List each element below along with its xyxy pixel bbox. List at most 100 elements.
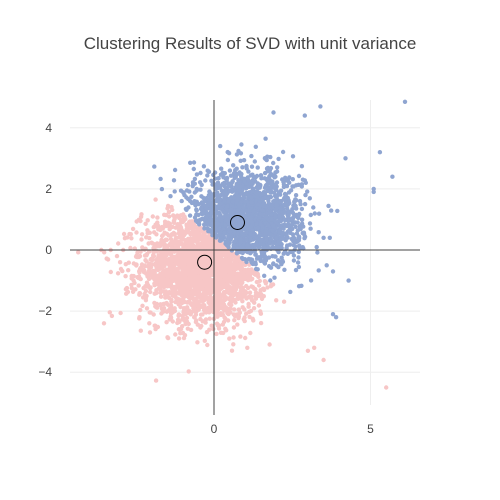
point-cluster_1: [260, 208, 265, 213]
point-cluster_2: [178, 213, 184, 218]
point-cluster_2: [126, 268, 131, 273]
point-cluster_1: [223, 239, 228, 244]
point-cluster_1: [255, 225, 261, 231]
point-cluster_2: [232, 297, 237, 303]
point-cluster_2: [165, 258, 170, 264]
point-cluster_2: [76, 250, 81, 255]
point-cluster_2: [151, 249, 156, 254]
point-cluster_2: [147, 330, 153, 335]
point-cluster_2: [138, 214, 144, 219]
point-cluster_2: [237, 310, 242, 315]
point-cluster_2: [227, 251, 232, 257]
point-cluster_2: [163, 251, 169, 257]
point-cluster_1: [292, 236, 297, 241]
point-cluster_1: [244, 163, 249, 169]
point-cluster_2: [235, 322, 240, 327]
point-cluster_1: [194, 186, 199, 192]
point-cluster_1: [241, 158, 247, 163]
point-cluster_1: [217, 232, 222, 238]
point-cluster_1: [301, 231, 307, 237]
point-cluster_2: [138, 307, 143, 313]
point-cluster_1: [276, 249, 281, 255]
point-cluster_2: [135, 275, 140, 280]
point-cluster_2: [252, 300, 257, 305]
point-cluster_1: [158, 176, 163, 182]
point-cluster_1: [295, 260, 301, 265]
point-cluster_2: [166, 209, 172, 215]
point-cluster_1: [263, 257, 269, 262]
point-cluster_1: [152, 164, 157, 169]
point-cluster_2: [105, 257, 111, 262]
point-cluster_2: [146, 276, 152, 282]
point-cluster_1: [268, 278, 273, 283]
point-cluster_2: [175, 222, 180, 227]
point-cluster_2: [137, 291, 142, 296]
point-cluster_2: [197, 269, 202, 274]
point-cluster_1: [280, 230, 286, 236]
point-cluster_2: [253, 296, 259, 301]
point-cluster_1: [202, 226, 207, 231]
point-cluster_2: [183, 238, 188, 243]
point-cluster_2: [180, 313, 185, 318]
centroid-cluster_2: [197, 254, 213, 270]
point-cluster_1: [291, 184, 296, 189]
point-cluster_1: [212, 191, 217, 196]
point-cluster_1: [222, 230, 227, 235]
point-cluster_1: [273, 174, 278, 179]
point-cluster_1: [276, 156, 281, 162]
point-cluster_2: [187, 252, 193, 257]
point-cluster_1: [222, 214, 227, 219]
point-cluster_1: [390, 174, 395, 179]
point-cluster_1: [283, 175, 288, 180]
point-cluster_2: [176, 336, 182, 341]
point-cluster_2: [193, 238, 198, 243]
point-cluster_1: [229, 180, 234, 186]
point-cluster_1: [191, 166, 196, 172]
point-cluster_1: [252, 159, 257, 164]
point-cluster_2: [251, 306, 257, 311]
point-cluster_2: [246, 304, 251, 309]
point-cluster_2: [171, 266, 177, 272]
point-cluster_1: [171, 178, 177, 183]
point-cluster_1: [297, 198, 303, 204]
point-cluster_2: [183, 290, 189, 295]
point-cluster_1: [295, 220, 300, 225]
point-cluster_1: [285, 235, 290, 240]
point-cluster_2: [181, 310, 186, 315]
point-cluster_2: [169, 297, 174, 302]
point-cluster_1: [326, 203, 331, 209]
point-cluster_1: [172, 167, 178, 173]
point-cluster_2: [188, 236, 193, 242]
point-cluster_2: [256, 283, 262, 288]
point-cluster_2: [154, 274, 159, 279]
point-cluster_2: [142, 263, 147, 268]
point-cluster_2: [155, 215, 160, 220]
point-cluster_2: [258, 311, 264, 316]
point-cluster_2: [145, 218, 150, 223]
point-cluster_2: [188, 260, 193, 266]
point-cluster_1: [191, 160, 197, 165]
point-cluster_2: [244, 296, 249, 301]
point-cluster_2: [171, 284, 176, 290]
point-cluster_2: [200, 236, 205, 241]
point-cluster_2: [242, 288, 247, 294]
point-cluster_2: [144, 306, 150, 311]
point-cluster_1: [237, 223, 243, 229]
point-cluster_1: [239, 190, 244, 195]
point-cluster_2: [134, 219, 139, 224]
point-cluster_1: [333, 315, 339, 320]
point-cluster_1: [286, 190, 292, 195]
point-cluster_2: [258, 320, 264, 326]
point-cluster_1: [299, 182, 305, 187]
point-cluster_1: [200, 216, 205, 221]
point-cluster_1: [224, 204, 230, 209]
point-cluster_2: [145, 283, 151, 288]
point-cluster_1: [268, 237, 274, 242]
point-cluster_2: [184, 315, 190, 321]
point-cluster_2: [220, 312, 225, 317]
point-cluster_2: [215, 310, 220, 316]
point-cluster_1: [269, 189, 274, 194]
point-cluster_1: [262, 185, 268, 190]
point-cluster_1: [299, 283, 304, 288]
point-cluster_2: [231, 342, 236, 347]
